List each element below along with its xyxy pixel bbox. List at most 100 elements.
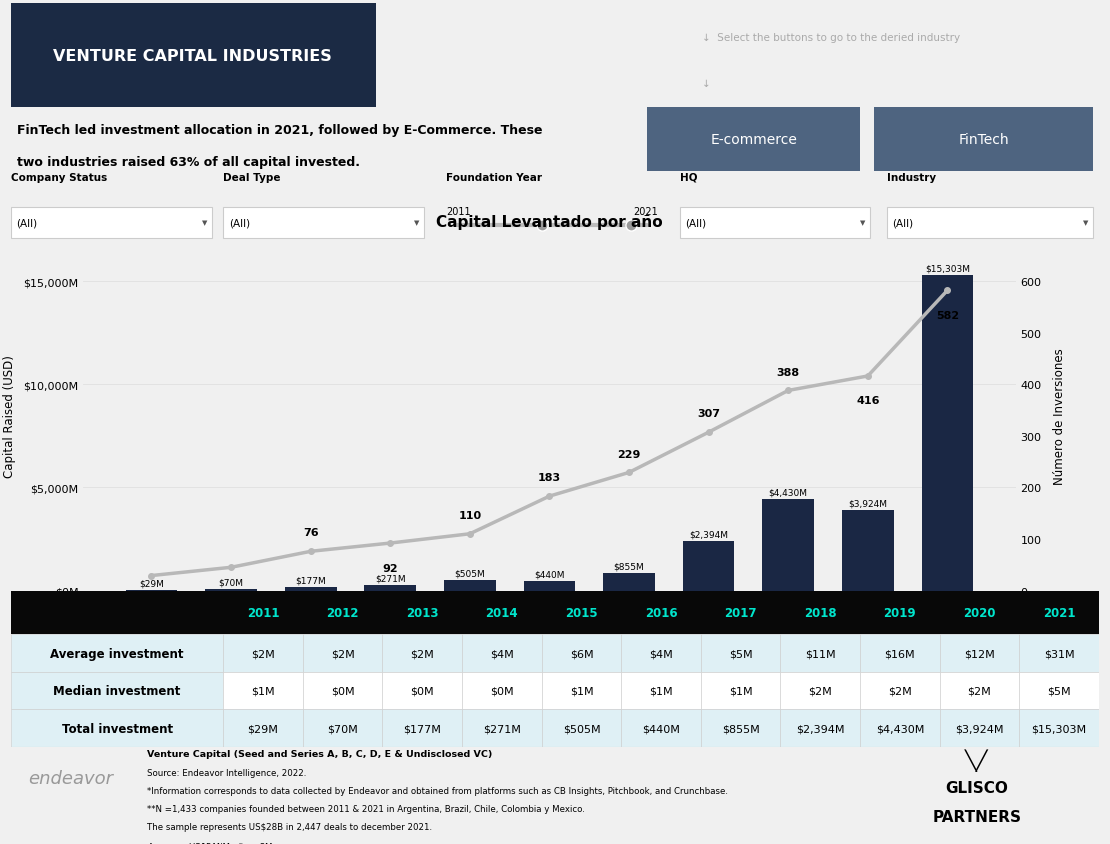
Text: Industry: Industry [887,173,936,182]
Bar [11,591,1099,635]
Text: (All): (All) [686,219,707,228]
Text: $3,924M: $3,924M [848,499,887,507]
Text: $31M: $31M [1043,648,1074,658]
Text: Deal Type: Deal Type [223,173,281,182]
Text: GLISCO: GLISCO [946,780,1009,795]
Bar [780,672,860,710]
Text: $440M: $440M [534,571,565,579]
Text: $0M: $0M [490,685,514,695]
Text: Company Status: Company Status [11,173,108,182]
Text: 229: 229 [617,449,640,459]
Text: $855M: $855M [614,562,645,571]
Bar [940,672,1019,710]
Text: 2020: 2020 [963,606,996,619]
Text: 183: 183 [538,473,561,483]
Bar [444,581,496,591]
Bar [462,635,542,672]
Bar [364,585,416,591]
Text: FinTech: FinTech [958,133,1009,147]
Bar [680,208,870,239]
Text: $505M: $505M [563,723,601,733]
Text: $177M: $177M [403,723,441,733]
Bar [285,587,336,591]
Bar [622,710,700,747]
Text: $2M: $2M [808,685,832,695]
Text: 76: 76 [303,528,319,538]
Text: $4M: $4M [649,648,673,658]
Text: $1M: $1M [251,685,275,695]
Text: ▼: ▼ [1082,220,1088,226]
Text: (All): (All) [229,219,250,228]
Text: VENTURE CAPITAL INDUSTRIES: VENTURE CAPITAL INDUSTRIES [53,49,332,63]
Text: 2012: 2012 [326,606,359,619]
Bar [11,710,223,747]
Bar [383,635,462,672]
Bar [700,672,780,710]
Text: ╲╱: ╲╱ [966,749,989,771]
Text: 92: 92 [383,563,398,573]
Bar [542,635,622,672]
Bar [462,710,542,747]
Text: $1M: $1M [649,685,673,695]
Text: 2011: 2011 [246,606,280,619]
Bar [542,672,622,710]
Text: $2M: $2M [411,648,434,658]
Bar [223,672,303,710]
Bar [205,589,256,591]
Title: Capital Levantado por año: Capital Levantado por año [436,214,663,230]
Text: 307: 307 [697,408,720,419]
Text: $271M: $271M [483,723,521,733]
Text: 2018: 2018 [804,606,837,619]
Bar [940,635,1019,672]
Text: $0M: $0M [331,685,354,695]
Bar [1019,635,1099,672]
Text: $2M: $2M [251,648,275,658]
Text: ▼: ▼ [202,220,206,226]
Bar [603,573,655,591]
Y-axis label: Número de Inversiones: Número de Inversiones [1052,348,1066,484]
Text: $1M: $1M [729,685,753,695]
Bar [842,510,894,591]
Bar [542,710,622,747]
Text: $16M: $16M [885,648,915,658]
Bar [700,635,780,672]
Text: $70M: $70M [219,578,243,587]
Text: $855M: $855M [722,723,759,733]
Bar [1019,710,1099,747]
Bar [860,710,940,747]
Text: 2021: 2021 [1043,606,1076,619]
Text: $2,394M: $2,394M [689,530,728,539]
Text: $70M: $70M [327,723,359,733]
Bar [524,582,575,591]
Text: PARTNERS: PARTNERS [932,809,1021,825]
Text: $15,303M: $15,303M [1031,723,1087,733]
Y-axis label: Capital Raised (USD): Capital Raised (USD) [3,354,17,477]
Bar [622,635,700,672]
Bar [860,635,940,672]
Bar [223,208,424,239]
Text: ▼: ▼ [414,220,420,226]
Text: FinTech led investment allocation in 2021, followed by E-Commerce. These: FinTech led investment allocation in 202… [17,124,542,137]
Text: $29M: $29M [248,723,279,733]
Text: endeavor: endeavor [29,769,113,787]
Text: $5M: $5M [729,648,753,658]
Bar [462,672,542,710]
Text: $4,430M: $4,430M [876,723,924,733]
Text: **N =1,433 companies founded between 2011 & 2021 in Argentina, Brazil, Chile, Co: **N =1,433 companies founded between 201… [147,803,585,813]
Bar [700,710,780,747]
Text: E-commerce: E-commerce [710,133,797,147]
Text: 2019: 2019 [884,606,916,619]
Bar [383,710,462,747]
Bar [874,108,1093,171]
Text: 416: 416 [856,396,879,406]
Bar [11,208,212,239]
Text: 2015: 2015 [565,606,598,619]
Bar [763,500,814,591]
Text: Average: US$15M / Median: $2M: Average: US$15M / Median: $2M [147,840,273,844]
Text: 388: 388 [777,367,800,377]
Bar [11,4,375,108]
Bar [780,710,860,747]
Text: Average investment: Average investment [50,647,184,660]
Text: Total investment: Total investment [61,722,173,734]
Text: (All): (All) [892,219,914,228]
